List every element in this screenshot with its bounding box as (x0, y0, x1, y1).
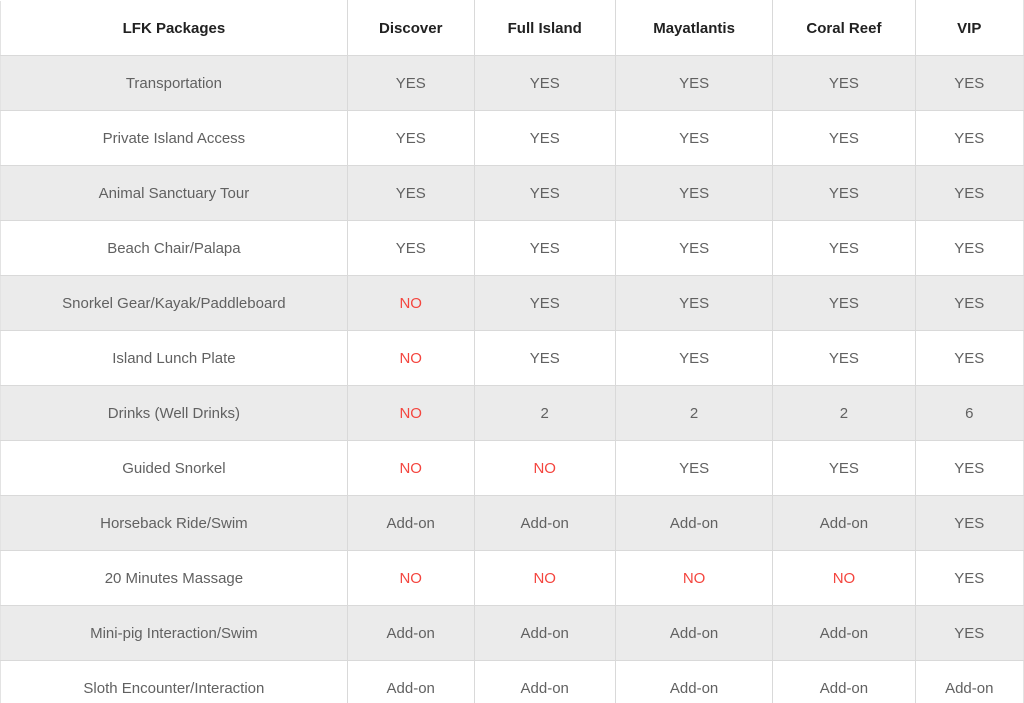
row-label: Animal Sanctuary Tour (0, 165, 348, 221)
table-cell: YES (914, 440, 1024, 496)
table-cell: YES (614, 330, 774, 386)
table-cell: YES (772, 110, 916, 166)
table-cell: YES (473, 330, 616, 386)
table-row: Mini-pig Interaction/Swim Add-on Add-on Add… (0, 605, 1024, 661)
table-cell: YES (614, 55, 774, 111)
table-row: Sloth Encounter/Interaction Add-on Add-on A… (0, 660, 1024, 703)
table-cell: YES (914, 110, 1024, 166)
table-cell: YES (772, 55, 916, 111)
column-header: Mayatlantis (614, 0, 774, 56)
table-cell: YES (473, 165, 616, 221)
row-label: Guided Snorkel (0, 440, 348, 496)
row-label: Drinks (Well Drinks) (0, 385, 348, 441)
column-header: Full Island (473, 0, 616, 56)
table-cell: Add-on (473, 660, 616, 703)
column-header-packages: LFK Packages (0, 0, 348, 56)
table-row: 20 Minutes Massage NO NO NO NO YES (0, 550, 1024, 606)
table-cell: YES (914, 550, 1024, 606)
column-header: Discover (346, 0, 475, 56)
row-label: Snorkel Gear/Kayak/Paddleboard (0, 275, 348, 331)
table-cell: Add-on (473, 495, 616, 551)
table-cell: NO (772, 550, 916, 606)
row-label: 20 Minutes Massage (0, 550, 348, 606)
table-cell: 2 (473, 385, 616, 441)
column-header: VIP (914, 0, 1024, 56)
table-cell: Add-on (772, 660, 916, 703)
table-cell: YES (914, 55, 1024, 111)
table-cell: NO (473, 440, 616, 496)
table-cell: 2 (614, 385, 774, 441)
row-label: Horseback Ride/Swim (0, 495, 348, 551)
table-cell: Add-on (614, 660, 774, 703)
table-cell: YES (473, 110, 616, 166)
table-cell: YES (614, 165, 774, 221)
table-cell: YES (614, 110, 774, 166)
table-row: Snorkel Gear/Kayak/Paddleboard NO YES YES YE… (0, 275, 1024, 331)
row-label: Beach Chair/Palapa (0, 220, 348, 276)
table-cell: YES (914, 275, 1024, 331)
table-cell: YES (772, 440, 916, 496)
table-cell: YES (614, 220, 774, 276)
table-cell: YES (473, 275, 616, 331)
table-row: Beach Chair/Palapa YES YES YES YES YES (0, 220, 1024, 276)
table-cell: YES (772, 220, 916, 276)
table-cell: YES (772, 165, 916, 221)
table-cell: NO (346, 440, 475, 496)
table-row: Transportation YES YES YES YES YES (0, 55, 1024, 111)
table-row: Island Lunch Plate NO YES YES YES YES (0, 330, 1024, 386)
table-cell: YES (614, 440, 774, 496)
table-cell: Add-on (614, 495, 774, 551)
table-cell: YES (772, 275, 916, 331)
row-label: Island Lunch Plate (0, 330, 348, 386)
table-cell: YES (914, 165, 1024, 221)
table-cell: YES (914, 495, 1024, 551)
table-cell: NO (346, 275, 475, 331)
table-row: Drinks (Well Drinks) NO 2 2 2 6 (0, 385, 1024, 441)
table-cell: Add-on (473, 605, 616, 661)
table-cell: 2 (772, 385, 916, 441)
row-label: Mini-pig Interaction/Swim (0, 605, 348, 661)
table-cell: Add-on (914, 660, 1024, 703)
table-cell: YES (473, 220, 616, 276)
header-row: LFK Packages Discover Full Island Mayatlant… (0, 0, 1024, 56)
table-cell: NO (614, 550, 774, 606)
table-cell: YES (346, 165, 475, 221)
table-cell: Add-on (346, 660, 475, 703)
table-cell: Add-on (346, 605, 475, 661)
table-row: Animal Sanctuary Tour YES YES YES YES YES (0, 165, 1024, 221)
row-label: Sloth Encounter/Interaction (0, 660, 348, 703)
table-cell: NO (473, 550, 616, 606)
table-cell: Add-on (614, 605, 774, 661)
table-cell: Add-on (772, 495, 916, 551)
table-cell: Add-on (346, 495, 475, 551)
table-cell: YES (914, 330, 1024, 386)
table-cell: YES (473, 55, 616, 111)
table-row: Horseback Ride/Swim Add-on Add-on Add-on Add… (0, 495, 1024, 551)
row-label: Private Island Access (0, 110, 348, 166)
table-row: Guided Snorkel NO NO YES YES YES (0, 440, 1024, 496)
column-header: Coral Reef (772, 0, 916, 56)
table-cell: YES (914, 220, 1024, 276)
table-body: Transportation YES YES YES YES YES Private Isl… (0, 55, 1024, 703)
table-cell: NO (346, 385, 475, 441)
table-cell: YES (914, 605, 1024, 661)
table-row: Private Island Access YES YES YES YES YES (0, 110, 1024, 166)
table-cell: NO (346, 550, 475, 606)
table-cell: YES (346, 220, 475, 276)
table-cell: Add-on (772, 605, 916, 661)
table-cell: YES (614, 275, 774, 331)
table-cell: NO (346, 330, 475, 386)
table-cell: 6 (914, 385, 1024, 441)
table-cell: YES (346, 55, 475, 111)
row-label: Transportation (0, 55, 348, 111)
table-cell: YES (772, 330, 916, 386)
table-cell: YES (346, 110, 475, 166)
